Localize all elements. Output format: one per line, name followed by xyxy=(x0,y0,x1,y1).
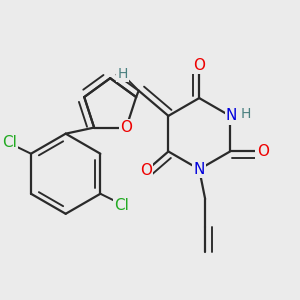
Text: O: O xyxy=(120,120,132,135)
Text: O: O xyxy=(193,58,205,73)
Text: O: O xyxy=(140,163,152,178)
Text: N: N xyxy=(226,108,237,123)
Text: Cl: Cl xyxy=(114,198,129,213)
Text: H: H xyxy=(240,107,251,122)
Text: N: N xyxy=(194,162,205,177)
Text: H: H xyxy=(117,67,128,81)
Text: O: O xyxy=(257,144,269,159)
Text: Cl: Cl xyxy=(2,135,17,150)
